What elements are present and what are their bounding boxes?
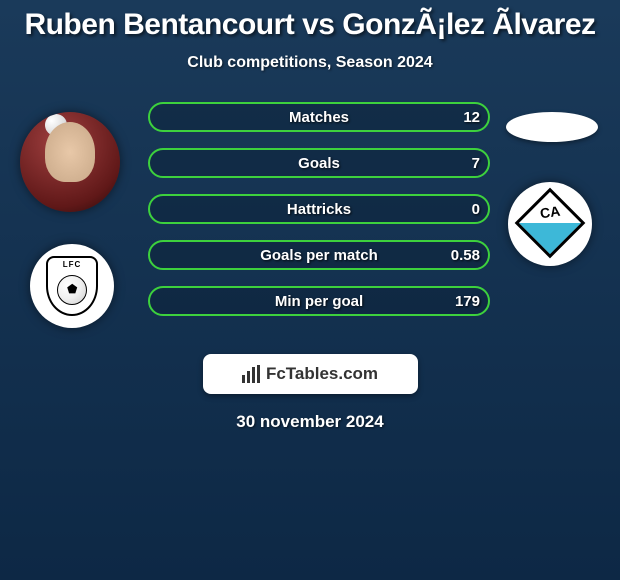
player-right-placeholder xyxy=(506,112,598,142)
bar-chart-icon xyxy=(242,365,260,383)
date-label: 30 november 2024 xyxy=(10,412,610,432)
stat-row: Min per goal 179 xyxy=(148,286,490,316)
stat-left-value: 0 xyxy=(472,201,480,218)
player-left-photo xyxy=(20,112,120,212)
stat-left-value: 12 xyxy=(463,109,480,126)
stat-row: Goals 7 xyxy=(148,148,490,178)
stats-area: LFC CA Matches 12 Goals 7 Hattricks xyxy=(10,102,610,342)
stat-label: Matches xyxy=(289,109,349,126)
stat-row: Matches 12 xyxy=(148,102,490,132)
stat-label: Goals xyxy=(298,155,340,172)
club-left-initials: LFC xyxy=(63,260,82,269)
club-right-shield: CA xyxy=(520,190,580,258)
stat-left-value: 179 xyxy=(455,293,480,310)
stat-label: Goals per match xyxy=(260,247,378,264)
club-left-badge: LFC xyxy=(30,244,114,328)
fctables-logo: FcTables.com xyxy=(203,354,418,394)
stat-rows: Matches 12 Goals 7 Hattricks 0 Goals per… xyxy=(148,102,490,332)
stat-label: Min per goal xyxy=(275,293,363,310)
stat-left-value: 7 xyxy=(472,155,480,172)
club-right-badge: CA xyxy=(508,182,592,266)
football-small-icon xyxy=(45,114,67,136)
main-container: Ruben Bentancourt vs GonzÃ¡lez Ãlvarez C… xyxy=(0,0,620,440)
page-title: Ruben Bentancourt vs GonzÃ¡lez Ãlvarez xyxy=(10,8,610,42)
club-left-shield: LFC xyxy=(46,256,98,316)
stat-label: Hattricks xyxy=(287,201,351,218)
stat-left-value: 0.58 xyxy=(451,247,480,264)
stat-row: Goals per match 0.58 xyxy=(148,240,490,270)
logo-text: FcTables.com xyxy=(266,364,378,384)
subtitle: Club competitions, Season 2024 xyxy=(10,54,610,72)
club-right-initials: CA xyxy=(539,203,561,222)
stat-row: Hattricks 0 xyxy=(148,194,490,224)
soccer-ball-icon xyxy=(57,275,87,305)
